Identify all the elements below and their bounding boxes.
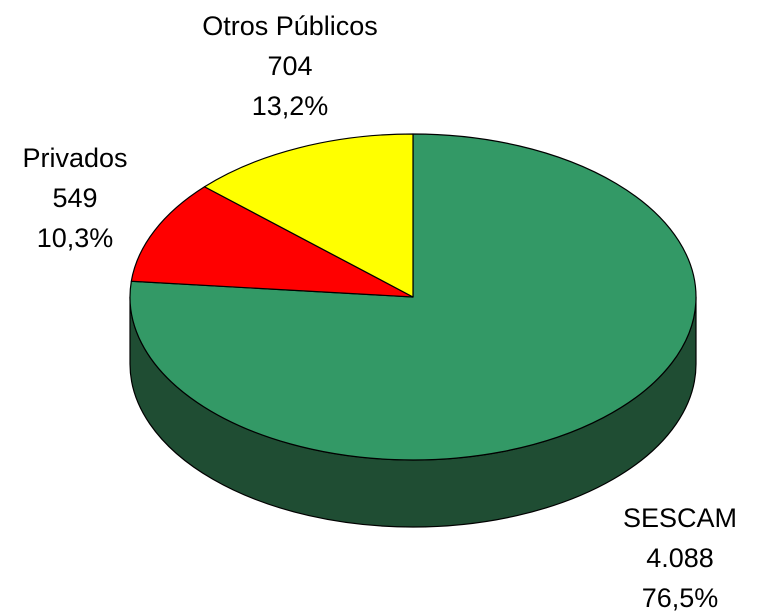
slice xyxy=(130,186,414,298)
percentage-label: 10,3% xyxy=(37,223,114,253)
percentage-label: 13,2% xyxy=(252,91,329,121)
slice xyxy=(203,133,414,298)
value-label: 704 xyxy=(267,51,312,81)
slice-label: Otros Públicos xyxy=(202,11,378,41)
percentage-label: 76,5% xyxy=(642,583,719,613)
slice-label: Privados xyxy=(22,143,127,173)
value-label: 549 xyxy=(52,183,97,213)
value-label: 4.088 xyxy=(646,543,714,573)
slice-label: SESCAM xyxy=(623,503,737,533)
